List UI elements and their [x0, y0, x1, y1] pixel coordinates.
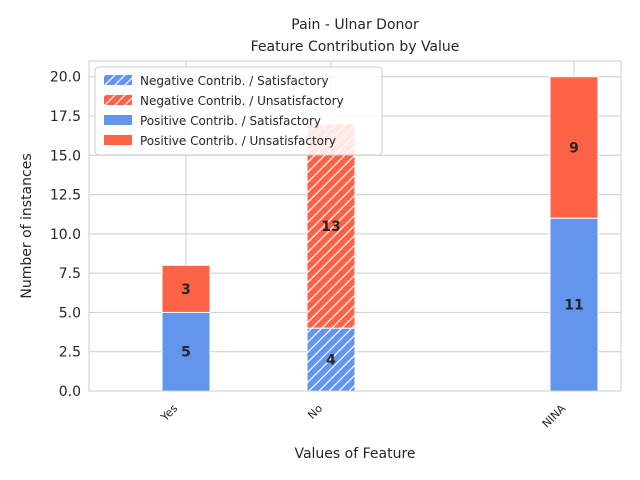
y-tick-label: 5.0 — [59, 305, 81, 321]
bar-value-label: 4 — [326, 353, 336, 369]
x-tick-label: Yes — [158, 402, 181, 425]
legend-box — [94, 66, 383, 156]
x-tick-label: NINA — [540, 402, 569, 431]
legend-swatch — [104, 115, 132, 125]
y-tick-label: 17.5 — [50, 109, 81, 125]
bar-value-label: 3 — [181, 282, 191, 298]
legend-label: Positive Contrib. / Satisfactory — [140, 114, 321, 128]
bar-value-label: 9 — [569, 140, 579, 156]
chart-title: Pain - Ulnar Donor — [291, 17, 419, 33]
legend-label: Positive Contrib. / Unsatisfactory — [140, 134, 336, 148]
x-axis-title: Values of Feature — [294, 446, 415, 462]
plot-area — [88, 60, 622, 392]
bar-value-label: 11 — [564, 298, 583, 314]
y-tick-label: 10.0 — [50, 227, 81, 243]
bar-segment — [161, 311, 211, 392]
y-tick-label: 12.5 — [50, 188, 81, 204]
legend-swatch — [104, 95, 132, 105]
legend-label: Negative Contrib. / Satisfactory — [140, 74, 329, 88]
y-axis-title: Number of instances — [19, 153, 35, 298]
legend: Negative Contrib. / Satisfactory Negative… — [94, 66, 383, 156]
bar-value-label: 13 — [321, 219, 340, 235]
legend-swatch — [104, 135, 132, 145]
legend-label: Negative Contrib. / Unsatisfactory — [140, 94, 344, 108]
chart-subtitle: Feature Contribution by Value — [251, 39, 460, 55]
y-tick-label: 15.0 — [50, 148, 81, 164]
y-tick-label: 20.0 — [50, 70, 81, 86]
y-tick-label: 0.0 — [59, 384, 81, 400]
bar-segment — [549, 76, 599, 219]
y-tick-label: 2.5 — [59, 345, 81, 361]
legend-swatch — [104, 75, 132, 85]
x-tick-label: No — [305, 402, 325, 422]
bar-value-label: 5 — [181, 345, 191, 361]
bar-segment — [161, 264, 211, 313]
y-tick-label: 7.5 — [59, 266, 81, 282]
